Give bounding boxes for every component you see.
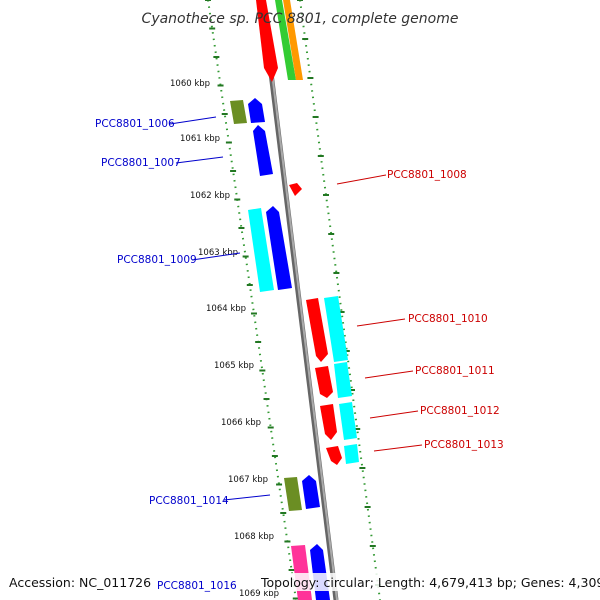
gene-features-right xyxy=(289,183,359,465)
kbp-tick-labels: 1060 kbp 1061 kbp 1062 kbp 1063 kbp 1064… xyxy=(170,79,279,599)
tick-label-1069: 1069 kbp xyxy=(239,589,279,599)
leader-1007 xyxy=(175,156,224,164)
tick-label-1061: 1061 kbp xyxy=(180,134,220,144)
gene-blue-1016 xyxy=(310,544,330,600)
gene-label-1010[interactable]: PCC8801_1010 xyxy=(408,313,488,325)
gene-label-1013[interactable]: PCC8801_1013 xyxy=(424,439,504,451)
gene-label-1006[interactable]: PCC8801_1006 xyxy=(95,118,175,130)
gene-red-1008 xyxy=(289,183,302,196)
genome-backbone xyxy=(259,0,339,600)
footer-accession: Accession: NC_011726 xyxy=(9,575,151,590)
gene-red-1010 xyxy=(306,298,328,362)
footer-summary: Topology: circular; Length: 4,679,413 bp… xyxy=(260,575,600,590)
gene-label-1014[interactable]: PCC8801_1014 xyxy=(149,495,229,507)
leader-1014 xyxy=(223,494,271,501)
leader-1013 xyxy=(373,444,423,452)
gene-red-1011 xyxy=(315,366,333,398)
leader-1012 xyxy=(369,410,419,419)
gene-labels-left: PCC8801_1006 PCC8801_1007 PCC8801_1009 P… xyxy=(95,118,229,507)
gene-label-1008[interactable]: PCC8801_1008 xyxy=(387,169,467,181)
gene-cyan-1013 xyxy=(344,444,359,464)
gene-pink-1016 xyxy=(291,545,312,600)
outer-ruler-left xyxy=(205,0,299,600)
leader-1008 xyxy=(336,174,387,185)
tick-label-1068: 1068 kbp xyxy=(234,532,274,542)
leader-1010 xyxy=(356,318,406,327)
gene-cyan-1011 xyxy=(334,362,352,398)
gene-blue-1009 xyxy=(266,206,292,290)
gene-labels-right: PCC8801_1008 PCC8801_1010 PCC8801_1011 P… xyxy=(387,169,504,451)
tick-label-1067: 1067 kbp xyxy=(228,475,268,485)
gene-blue-1006 xyxy=(248,98,265,123)
footer-summary-background xyxy=(259,573,593,591)
gene-olive-1014 xyxy=(284,477,302,511)
gene-red-top xyxy=(256,0,278,82)
gene-label-1009[interactable]: PCC8801_1009 xyxy=(117,254,197,266)
diagram-title: Cyanothece sp. PCC 8801, complete genome xyxy=(142,11,459,27)
footer-accession-background xyxy=(6,573,146,591)
gene-blue-1014 xyxy=(302,475,320,509)
tick-label-1062: 1062 kbp xyxy=(190,191,230,201)
gene-cyan-1012 xyxy=(339,402,357,440)
gene-red-1012 xyxy=(320,404,337,440)
gene-cyan-1010 xyxy=(324,296,348,362)
tick-label-1060: 1060 kbp xyxy=(170,79,210,89)
gene-red-1013 xyxy=(326,446,342,465)
gene-label-1011[interactable]: PCC8801_1011 xyxy=(415,365,495,377)
label-leader-lines xyxy=(169,116,423,501)
gene-features-top xyxy=(256,0,303,82)
gene-blue-1007 xyxy=(253,125,273,176)
tick-label-1065: 1065 kbp xyxy=(214,361,254,371)
gene-label-1007[interactable]: PCC8801_1007 xyxy=(101,157,181,169)
leader-1011 xyxy=(364,370,414,379)
tick-label-1063: 1063 kbp xyxy=(198,248,238,258)
tick-label-1066: 1066 kbp xyxy=(221,418,261,428)
leader-1009 xyxy=(191,252,241,261)
ruler-dotted-line xyxy=(207,0,297,600)
leader-1006 xyxy=(169,116,217,125)
tick-label-1064: 1064 kbp xyxy=(206,304,246,314)
gene-label-1012[interactable]: PCC8801_1012 xyxy=(420,405,500,417)
gene-green-top xyxy=(275,0,296,80)
gene-olive-1006 xyxy=(230,100,247,124)
gene-cyan-1009 xyxy=(248,208,274,292)
gene-orange-top xyxy=(283,0,303,80)
gene-label-1016[interactable]: PCC8801_1016 xyxy=(157,580,237,592)
